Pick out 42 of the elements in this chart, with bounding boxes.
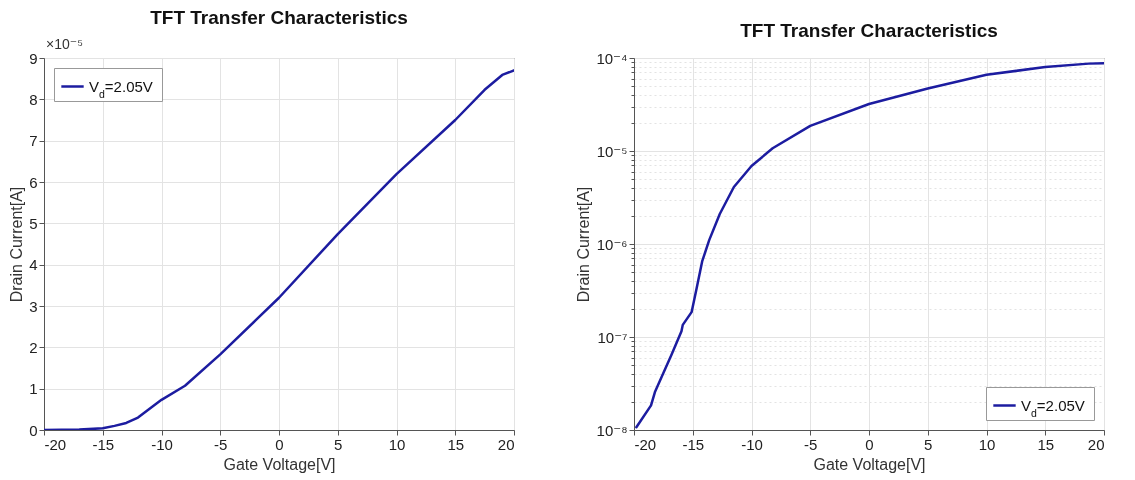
- y-tick-label: 6: [29, 173, 38, 191]
- x-tick-label: -15: [92, 435, 115, 453]
- x-tick-label: 10: [978, 435, 996, 453]
- legend-label: V$_{d}$=2.05V: [89, 77, 153, 100]
- x-tick-label: 0: [275, 435, 284, 453]
- x-tick-label: -5: [804, 435, 818, 453]
- x-tick-label: 5: [924, 435, 933, 453]
- x-tick-label: 20: [497, 435, 515, 453]
- y-tick-label: 10⁻⁸: [596, 421, 628, 439]
- y-tick-label: 2: [29, 338, 38, 356]
- x-tick-label: 10: [388, 435, 406, 453]
- y-tick-label: 10⁻⁶: [596, 235, 628, 253]
- y-tick-label: 10⁻⁷: [597, 328, 628, 346]
- x-tick-label: -20: [634, 435, 657, 453]
- y-tick-label: 3: [29, 297, 38, 315]
- y-axis-title: Drain Current[A]: [8, 186, 26, 303]
- x-axis-title: Gate Voltage[V]: [223, 455, 336, 473]
- x-tick-label: -5: [214, 435, 228, 453]
- x-tick-label: -20: [44, 435, 67, 453]
- x-tick-label: 15: [1037, 435, 1055, 453]
- y-tick-label: 9: [29, 49, 38, 67]
- y-tick-label: 4: [29, 256, 38, 274]
- chart-title: TFT Transfer Characteristics: [150, 7, 408, 28]
- x-tick-label: -10: [741, 435, 763, 453]
- chart-title: TFT Transfer Characteristics: [740, 20, 998, 41]
- y-tick-label: 10⁻⁴: [596, 49, 628, 67]
- x-tick-label: -10: [151, 435, 173, 453]
- x-tick-label: 5: [334, 435, 343, 453]
- y-tick-label: 1: [29, 380, 38, 398]
- x-tick-label: 20: [1087, 435, 1105, 453]
- x-tick-label: 0: [865, 435, 874, 453]
- x-tick-label: 15: [447, 435, 465, 453]
- x-axis-title: Gate Voltage[V]: [813, 455, 926, 473]
- y-tick-label: 10⁻⁵: [596, 142, 628, 160]
- y-tick-label: 0: [29, 421, 38, 439]
- text: ×10⁻⁵: [46, 36, 83, 52]
- x-tick-label: -15: [682, 435, 705, 453]
- y-tick-label: 8: [29, 90, 38, 108]
- legend-label: V$_{d}$=2.05V: [1021, 396, 1085, 419]
- y-tick-label: 5: [29, 214, 38, 232]
- y-tick-label: 7: [29, 132, 38, 150]
- y-axis-title: Drain Current[A]: [575, 186, 593, 303]
